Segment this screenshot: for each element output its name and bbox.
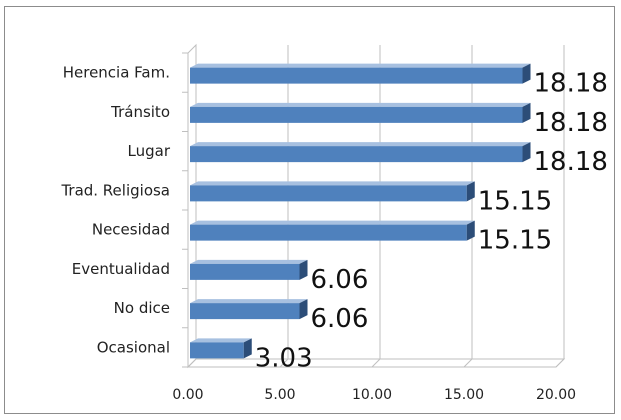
bar [190, 142, 531, 163]
bar-top [190, 338, 252, 343]
bar-front [190, 263, 300, 280]
category-label: No dice [114, 299, 170, 317]
bar-front [190, 185, 467, 202]
bar-side [466, 220, 475, 241]
bar-front [190, 303, 300, 320]
floor [188, 358, 566, 368]
bar-front [190, 224, 467, 241]
bars-layer [190, 63, 531, 359]
category-label: Herencia Fam. [63, 64, 170, 82]
category-labels: Herencia Fam. Tránsito Lugar Trad. Religios… [60, 64, 170, 357]
data-label: 18.18 [534, 69, 608, 99]
bar [190, 63, 531, 84]
bar [190, 338, 252, 359]
bar-side [466, 181, 475, 202]
bar [190, 181, 475, 202]
bar-top [190, 220, 475, 225]
category-label: Trad. Religiosa [60, 181, 170, 199]
data-label: 3.03 [255, 343, 313, 373]
bar-top [190, 102, 531, 107]
bar-top [190, 63, 531, 68]
bar [190, 220, 475, 241]
bar [190, 259, 308, 280]
gridline-floor [371, 358, 381, 368]
chart-frame: Herencia Fam. Tránsito Lugar Trad. Religios… [4, 6, 615, 414]
data-label: 15.15 [478, 186, 552, 216]
category-label: Ocasional [97, 338, 170, 356]
x-tick-label: 15.00 [444, 387, 484, 403]
bar-top [190, 299, 308, 304]
bar-front [190, 146, 523, 163]
bar-top [190, 142, 531, 147]
data-label: 6.06 [311, 304, 369, 334]
bar [190, 102, 531, 123]
bar-chart: Herencia Fam. Tránsito Lugar Trad. Religios… [60, 43, 608, 403]
x-tick-label: 0.00 [172, 387, 203, 403]
bar-front [190, 106, 523, 123]
bar-side [243, 338, 252, 359]
bar-side [522, 63, 531, 84]
gridline-floor [463, 358, 473, 368]
bar-side [299, 259, 308, 280]
x-tick-labels: 0.00 5.00 10.00 15.00 20.00 [172, 387, 576, 403]
bar-top [190, 181, 475, 186]
gridline-floor [279, 358, 289, 368]
bar-side [522, 142, 531, 163]
bar-front [190, 342, 244, 359]
data-label: 18.18 [534, 147, 608, 177]
data-label: 6.06 [311, 265, 369, 295]
x-tick-label: 5.00 [264, 387, 295, 403]
bar-front [190, 67, 523, 84]
bar-side [522, 102, 531, 123]
grid-layer [182, 43, 566, 369]
data-labels: 18.18 18.18 18.18 15.15 15.15 6.06 6.06 3.03 [255, 69, 608, 374]
bar [190, 299, 308, 320]
bar-top [190, 259, 308, 264]
category-label: Eventualidad [72, 260, 170, 278]
data-label: 15.15 [478, 226, 552, 256]
category-label: Tránsito [110, 103, 170, 121]
category-label: Necesidad [92, 221, 170, 239]
category-label: Lugar [128, 142, 171, 160]
bar-side [299, 299, 308, 320]
data-label: 18.18 [534, 108, 608, 138]
x-tick-label: 20.00 [536, 387, 576, 403]
x-tick-label: 10.00 [352, 387, 392, 403]
